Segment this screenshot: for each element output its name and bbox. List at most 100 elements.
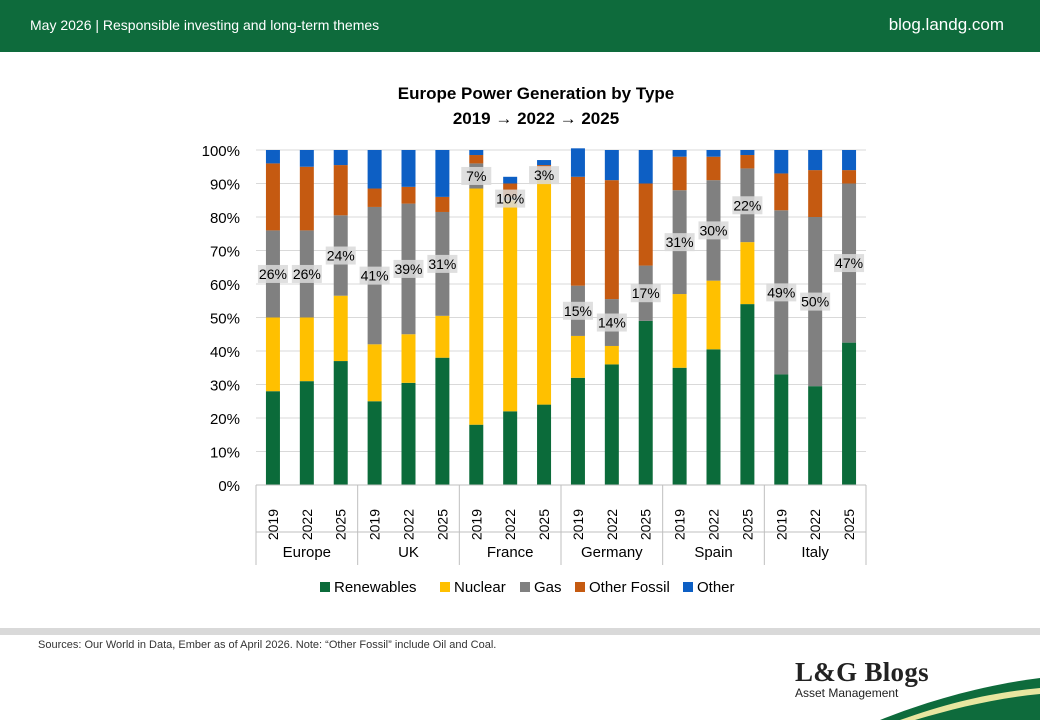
x-year-label: 2025: [739, 509, 755, 540]
gas-share-label: 7%: [466, 168, 486, 184]
x-year-label: 2019: [367, 509, 383, 540]
bar-segment: [638, 150, 653, 184]
bar-segment: [333, 361, 348, 485]
bar-segment: [435, 150, 450, 197]
gas-label-box: [630, 284, 661, 303]
x-year-label: 2022: [502, 509, 518, 540]
y-tick-label: 80%: [210, 210, 240, 227]
legend: Renewables Nuclear Gas Other Fossil Other: [320, 579, 735, 596]
bar-segment: [740, 150, 755, 156]
bar-segment: [774, 173, 789, 211]
bar-segment: [842, 170, 857, 184]
gas-share-label: 10%: [496, 191, 524, 207]
header-site-link[interactable]: blog.landg.com: [888, 15, 1004, 34]
gas-label-box: [732, 196, 763, 215]
bar-segment: [435, 357, 450, 485]
gas-share-label: 31%: [428, 256, 456, 272]
bar-segment: [604, 150, 619, 181]
gas-label-box: [325, 246, 356, 265]
bar-segment: [706, 150, 721, 157]
legend-swatch: [520, 582, 530, 592]
bar-segment: [265, 150, 280, 164]
bar-segment: [808, 386, 823, 485]
legend-swatch: [683, 582, 693, 592]
y-tick-label: 90%: [210, 177, 240, 194]
bar-segment: [570, 335, 585, 378]
y-tick-label: 30%: [210, 378, 240, 395]
legend-label: Gas: [534, 579, 562, 596]
bar-segment: [299, 317, 314, 382]
logo-sub-text: Asset Management: [795, 686, 899, 700]
y-tick-label: 60%: [210, 277, 240, 294]
bar-segment: [604, 345, 619, 365]
bar-segment: [503, 200, 518, 412]
x-group-label: Germany: [581, 544, 643, 561]
x-year-label: 2025: [841, 509, 857, 540]
bar-segment: [706, 156, 721, 181]
chart-subtitle: 2019 → 2022 → 2025: [453, 109, 619, 128]
logo-brand-text: L&G Blogs: [795, 657, 929, 687]
y-tick-label: 70%: [210, 244, 240, 261]
bar-segment: [333, 295, 348, 362]
bar-segment: [503, 411, 518, 485]
bar-segment: [367, 150, 382, 189]
bar-segment: [367, 188, 382, 207]
gas-label-box: [562, 301, 593, 320]
bar-segment: [638, 183, 653, 266]
bar-segment: [808, 150, 823, 171]
gridlines: [256, 149, 866, 486]
gas-label-box: [359, 266, 390, 285]
gas-label-box: [461, 166, 492, 185]
bar-segment: [435, 196, 450, 212]
x-year-label: 2022: [299, 509, 315, 540]
gas-label-box: [766, 283, 797, 302]
x-year-label: 2025: [333, 509, 349, 540]
gas-share-label: 26%: [259, 266, 287, 282]
legend-label: Renewables: [334, 579, 417, 596]
gas-label-box: [698, 221, 729, 240]
bar-segment: [842, 342, 857, 485]
bar-segment: [570, 377, 585, 485]
legend-label: Other Fossil: [589, 579, 670, 596]
x-group-label: UK: [398, 544, 419, 561]
footer-divider: [0, 628, 1040, 635]
bar-segment: [672, 294, 687, 368]
bar-segment: [672, 367, 687, 485]
bars: [265, 148, 857, 485]
stacked-bar-chart: Europe Power Generation by Type 2019 → 2…: [202, 84, 867, 596]
gas-share-label: 49%: [767, 284, 795, 300]
bar-segment: [774, 374, 789, 485]
gas-share-label: 3%: [534, 167, 554, 183]
source-note: Sources: Our World in Data, Ember as of …: [38, 639, 497, 651]
gas-share-label: 31%: [666, 234, 694, 250]
bar-segment: [401, 382, 416, 485]
gas-share-label: 24%: [327, 248, 355, 264]
legend-swatch: [320, 582, 330, 592]
bar-segment: [740, 155, 755, 169]
x-year-label: 2022: [706, 509, 722, 540]
x-group-label: Spain: [694, 544, 732, 561]
bar-segment: [401, 186, 416, 204]
x-group-label: France: [487, 544, 534, 561]
bar-segment: [706, 349, 721, 485]
bar-segment: [299, 166, 314, 231]
gas-share-label: 17%: [632, 285, 660, 301]
x-year-label: 2025: [536, 509, 552, 540]
gas-label-box: [800, 292, 831, 311]
bar-segment: [333, 150, 348, 166]
gas-label-box: [291, 264, 322, 283]
gas-share-label: 47%: [835, 255, 863, 271]
chart-title: Europe Power Generation by Type: [398, 84, 674, 103]
x-group-label: Europe: [283, 544, 331, 561]
bar-segment: [265, 163, 280, 231]
legend-swatch: [440, 582, 450, 592]
chart-area: Europe Power Generation by Type 2019 → 2…: [0, 52, 1040, 630]
bar-segment: [401, 150, 416, 187]
legend-swatch: [575, 582, 585, 592]
bar-segment: [537, 160, 552, 166]
gas-label-box: [834, 254, 865, 273]
bar-segment: [570, 176, 585, 286]
bar-segment: [333, 165, 348, 216]
x-year-label: 2022: [401, 509, 417, 540]
bar-segment: [299, 381, 314, 485]
